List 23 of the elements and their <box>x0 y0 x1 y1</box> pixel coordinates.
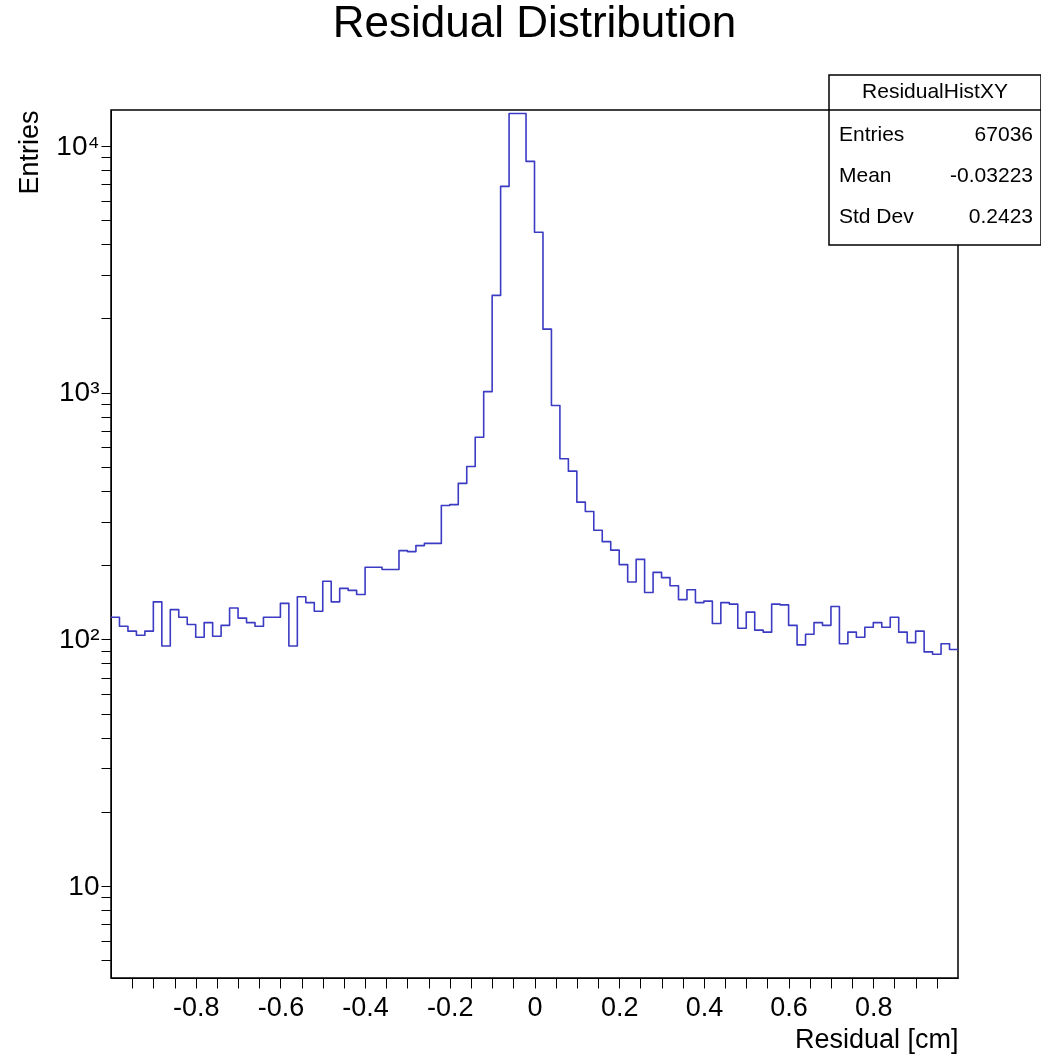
annotation: Std Dev <box>839 204 915 227</box>
x-tick-label: 0.8 <box>855 991 893 1022</box>
y-tick-label: 10⁴ <box>56 129 100 161</box>
y-axis-title: Entries <box>13 110 44 195</box>
chart-title: Residual Distribution <box>332 0 737 47</box>
x-tick-label: 0.2 <box>600 991 639 1022</box>
annotation: Entries <box>839 122 905 145</box>
x-tick-label: 0.6 <box>770 991 808 1022</box>
x-tick-label: -0.2 <box>427 991 474 1022</box>
x-axis-title: Residual [cm] <box>794 1023 959 1054</box>
x-tick-label: -0.8 <box>172 991 220 1022</box>
y-tick-label: 10 <box>68 869 100 901</box>
x-tick-label: -0.4 <box>342 991 389 1022</box>
annotation: -0.03223 <box>950 163 1033 186</box>
text: ResidualHistXY <box>862 79 1008 102</box>
x-tick-label: 0 <box>527 991 543 1022</box>
text: 0.2423 <box>968 204 1033 227</box>
x-tick-label: -0.6 <box>257 991 305 1022</box>
y-tick-label: 10³ <box>59 376 100 408</box>
text: 67036 <box>974 122 1033 145</box>
y-tick-label: 10² <box>59 622 100 654</box>
annotation: Mean <box>839 163 892 186</box>
x-tick-label: 0.4 <box>685 991 724 1022</box>
